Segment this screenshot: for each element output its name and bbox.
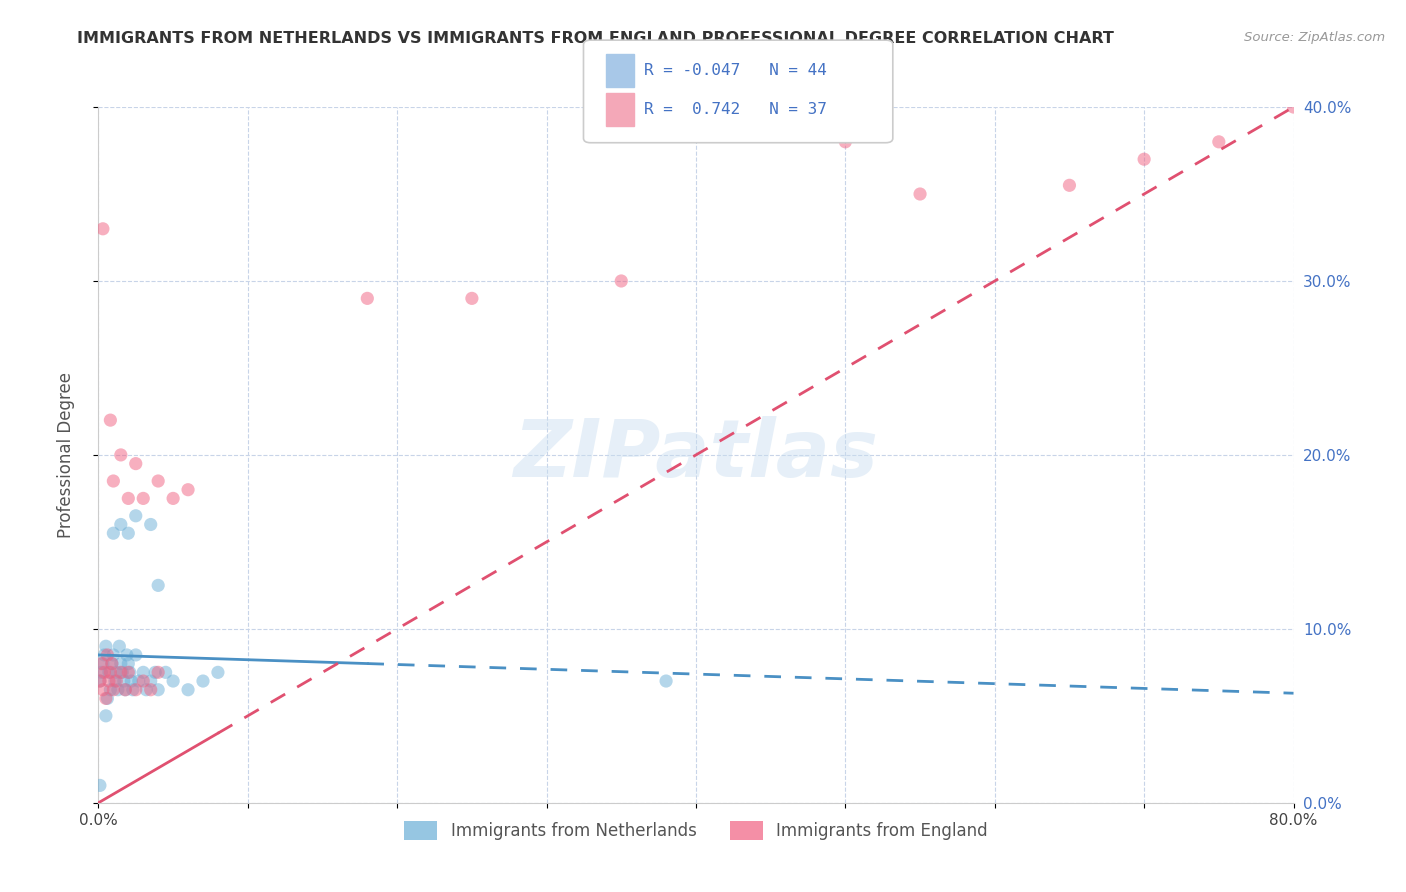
Point [148, 578, 170, 592]
Point [91, 682, 114, 697]
Point [90, 657, 112, 671]
Point [104, 674, 127, 689]
Point [97, 674, 120, 689]
Point [90, 665, 112, 680]
Point [98, 665, 122, 680]
Point [110, 665, 132, 680]
Point [94, 639, 117, 653]
Point [1208, 135, 1230, 149]
Point [834, 135, 856, 149]
Point [110, 517, 132, 532]
Point [91, 221, 114, 235]
Point [162, 491, 184, 506]
Point [125, 648, 148, 662]
Point [356, 291, 378, 305]
Point [89, 674, 111, 689]
Text: Source: ZipAtlas.com: Source: ZipAtlas.com [1244, 31, 1385, 45]
Point [117, 491, 139, 506]
Point [177, 483, 200, 497]
Point [89, 674, 111, 689]
Point [112, 674, 135, 689]
Point [610, 274, 633, 288]
Point [101, 657, 124, 671]
Point [148, 474, 170, 488]
Point [655, 674, 678, 689]
Point [132, 674, 155, 689]
Point [120, 674, 142, 689]
Point [103, 648, 125, 662]
Point [125, 682, 148, 697]
Point [139, 682, 162, 697]
Point [93, 648, 115, 662]
Point [97, 665, 120, 680]
Point [96, 648, 118, 662]
Point [143, 665, 166, 680]
Point [1059, 178, 1081, 193]
Point [114, 682, 136, 697]
Text: ZIPatlas: ZIPatlas [513, 416, 879, 494]
Legend: Immigrants from Netherlands, Immigrants from England: Immigrants from Netherlands, Immigrants … [398, 814, 994, 847]
Point [89, 778, 111, 793]
Point [105, 674, 128, 689]
Point [1282, 100, 1305, 114]
Point [117, 665, 139, 680]
Point [103, 526, 125, 541]
Point [908, 187, 931, 202]
Point [155, 665, 177, 680]
Point [117, 526, 139, 541]
Point [111, 665, 134, 680]
Point [103, 474, 125, 488]
Text: IMMIGRANTS FROM NETHERLANDS VS IMMIGRANTS FROM ENGLAND PROFESSIONAL DEGREE CORRE: IMMIGRANTS FROM NETHERLANDS VS IMMIGRANT… [77, 31, 1114, 46]
Point [98, 413, 122, 427]
Point [1133, 152, 1156, 166]
Point [125, 508, 148, 523]
Point [115, 648, 138, 662]
Point [121, 682, 143, 697]
Point [94, 708, 117, 723]
Point [98, 682, 122, 697]
Point [132, 491, 155, 506]
Point [191, 674, 214, 689]
Point [101, 657, 124, 671]
Point [132, 665, 155, 680]
Text: R =  0.742   N = 37: R = 0.742 N = 37 [644, 102, 827, 117]
Point [139, 674, 162, 689]
Point [139, 517, 162, 532]
Point [162, 674, 184, 689]
Point [117, 657, 139, 671]
Point [135, 682, 157, 697]
Point [207, 665, 229, 680]
Point [125, 457, 148, 471]
Point [177, 682, 200, 697]
Point [148, 682, 170, 697]
Point [105, 665, 128, 680]
Point [108, 639, 131, 653]
Point [461, 291, 484, 305]
Point [128, 674, 150, 689]
Point [148, 665, 170, 680]
Point [94, 691, 117, 706]
Point [114, 682, 136, 697]
Point [118, 665, 141, 680]
Text: R = -0.047   N = 44: R = -0.047 N = 44 [644, 63, 827, 78]
Point [107, 682, 129, 697]
Point [93, 665, 115, 680]
Y-axis label: Professional Degree: Professional Degree [56, 372, 75, 538]
Point [91, 657, 114, 671]
Point [96, 691, 118, 706]
Point [110, 657, 132, 671]
Point [110, 448, 132, 462]
Point [103, 682, 125, 697]
